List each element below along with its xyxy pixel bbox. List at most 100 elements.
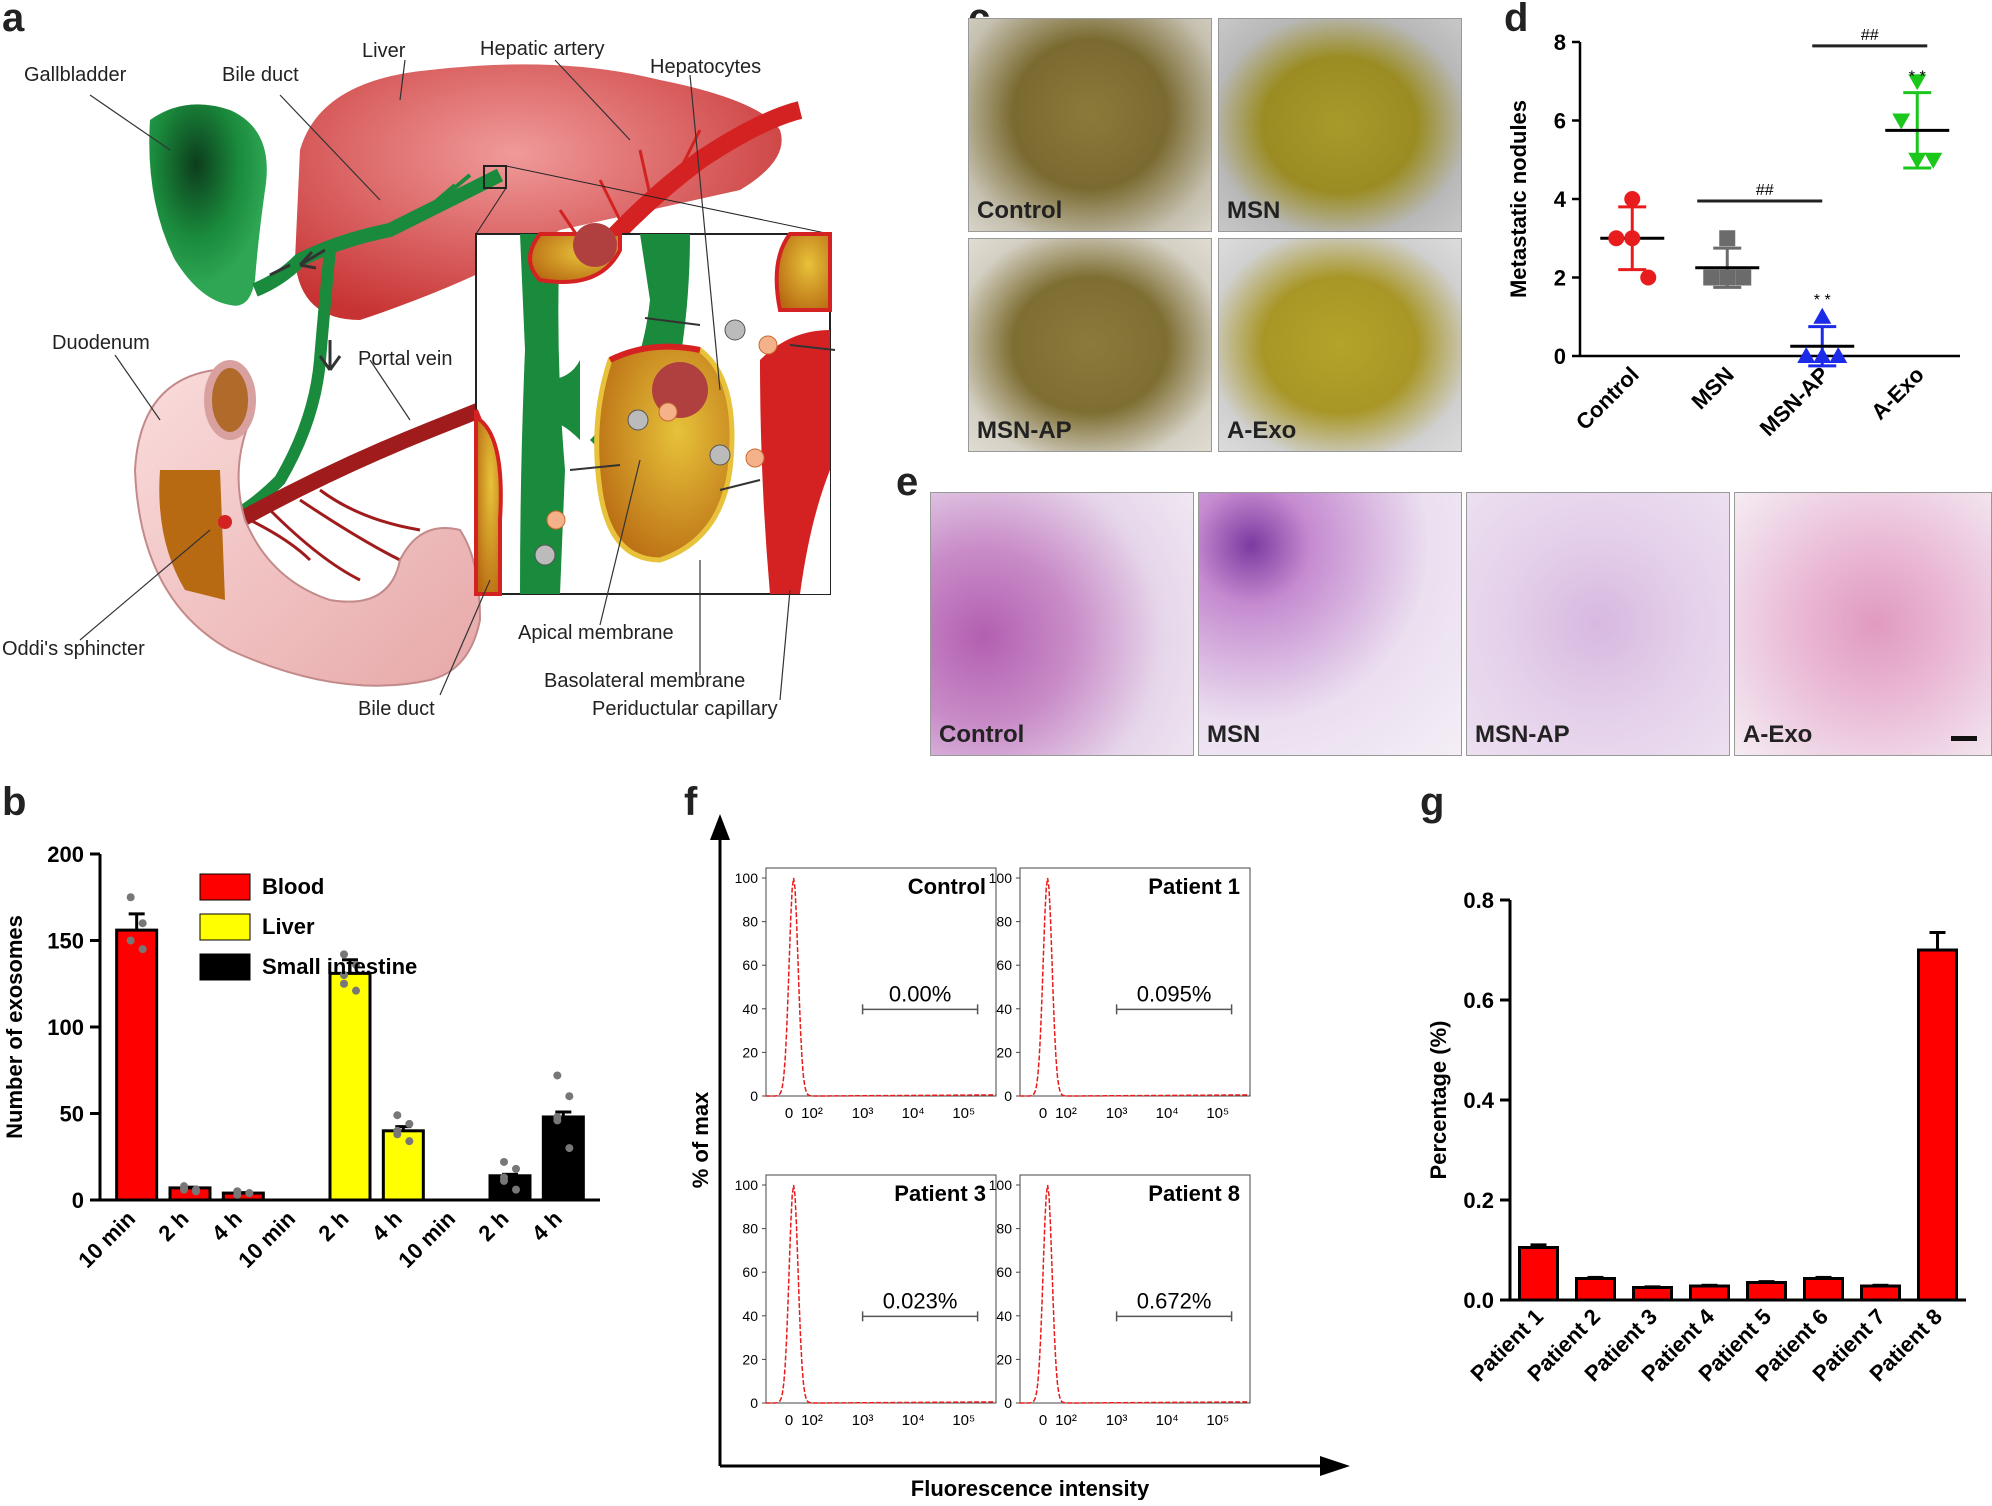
- x-tick-label: 2 h: [473, 1206, 513, 1246]
- y-tick-label: 80: [742, 914, 758, 930]
- y-tick-label: 0.8: [1463, 888, 1494, 913]
- panel-letter-b: b: [2, 780, 27, 824]
- x-tick-label: MSN-AP: [1755, 362, 1834, 441]
- histology-label: MSN-AP: [1475, 721, 1570, 748]
- data-point: [1829, 347, 1848, 363]
- label-apical-membrane: Apical membrane: [518, 622, 674, 644]
- legend-swatch: [199, 953, 251, 981]
- x-tick-label: 10⁵: [952, 1412, 975, 1429]
- legend-label: Blood: [262, 874, 324, 899]
- bar: [168, 1186, 212, 1202]
- label-oddis-sphincter: Oddi's sphincter: [2, 638, 145, 660]
- x-tick-label: 10 min: [73, 1206, 140, 1273]
- x-tick-label: 10³: [852, 1105, 874, 1122]
- gate-percentage: 0.023%: [883, 1288, 958, 1313]
- data-point: [352, 960, 360, 969]
- x-tick-label: 0: [1039, 1105, 1047, 1122]
- photo-label: MSN: [1227, 197, 1281, 224]
- data-point: [1892, 113, 1911, 130]
- data-point: [1624, 191, 1641, 207]
- gallbladder-shape: [149, 104, 267, 306]
- histogram-subplot: 0 20 40 60 80 100 0 10² 10³ 10⁴ 10⁵ Control 0.00%: [735, 867, 997, 1122]
- data-point: [512, 1185, 520, 1194]
- x-tick-label: 10⁴: [1156, 1105, 1179, 1122]
- y-tick-label: 80: [996, 914, 1012, 930]
- x-tick-label: 10⁵: [952, 1105, 975, 1122]
- y-tick-label: 100: [989, 1177, 1013, 1193]
- histogram-subplot: 0 20 40 60 80 100 0 10² 10³ 10⁴ 10⁵ Patient 8 0.672%: [989, 1174, 1251, 1429]
- data-point: [352, 986, 360, 995]
- photo-label: Control: [977, 197, 1063, 224]
- bar: [1860, 1284, 1901, 1302]
- bar: [1689, 1284, 1730, 1302]
- y-axis-label: Percentage (%): [1426, 1021, 1451, 1180]
- x-tick-label: 4 h: [527, 1206, 567, 1246]
- y-tick-label: 4: [1554, 187, 1567, 212]
- bar: [115, 928, 159, 1202]
- panel-letter-a: a: [2, 0, 25, 40]
- data-point: [1719, 230, 1736, 247]
- data-point: [138, 919, 147, 928]
- y-tick-label: 20: [996, 1351, 1012, 1367]
- x-tick-label: A-Exo: [1866, 362, 1929, 425]
- label-periductular-capillary: Periductular capillary: [592, 698, 778, 720]
- data-point: [565, 1092, 574, 1101]
- subplot-frame: [1019, 867, 1251, 1097]
- x-tick-label: 10⁴: [902, 1105, 925, 1122]
- y-tick-label: 60: [996, 957, 1012, 973]
- label-basolateral-membrane: Basolateral membrane: [544, 670, 746, 692]
- photo-label: MSN-AP: [977, 417, 1072, 444]
- sig-label: ##: [1756, 182, 1774, 199]
- data-point: [1813, 347, 1832, 363]
- data-point: [553, 1112, 562, 1121]
- data-point: [500, 1173, 508, 1182]
- y-tick-label: 0: [1004, 1088, 1012, 1104]
- panel-letter-d: d: [1504, 0, 1529, 40]
- bar: [541, 1115, 585, 1202]
- photo-msn: MSN: [1218, 18, 1462, 232]
- chart-exosome-distribution: 0 50 100 150 200 Number of exosomes 10 min 2 h 4…: [2, 842, 600, 1273]
- data-point: [233, 1187, 242, 1196]
- scale-bar: [1951, 736, 1977, 741]
- data-point: [512, 1164, 520, 1173]
- bar: [1632, 1286, 1673, 1302]
- x-axis-label: Fluorescence intensity: [911, 1476, 1150, 1500]
- data-point: [393, 1111, 402, 1120]
- histology-a-exo: A-Exo: [1734, 492, 1992, 756]
- x-tick-label: 10⁵: [1206, 1105, 1229, 1122]
- sig-label: ##: [1861, 27, 1879, 44]
- y-tick-label: 200: [47, 842, 84, 867]
- data-point: [1735, 269, 1752, 286]
- x-tick-label: 0: [1039, 1412, 1047, 1429]
- bar: [381, 1129, 425, 1202]
- y-tick-label: 0.4: [1463, 1088, 1494, 1113]
- y-tick-label: 60: [742, 1264, 758, 1280]
- data-point: [192, 1187, 200, 1196]
- data-point: [1908, 74, 1927, 91]
- x-tick-label: 10²: [801, 1412, 823, 1429]
- data-point: [1624, 230, 1641, 247]
- duodenum-shape: [133, 368, 482, 687]
- panel-letter-e: e: [896, 460, 919, 504]
- subplot-title: Patient 3: [894, 1181, 986, 1206]
- histology-control: Control: [930, 492, 1194, 756]
- data-point: [340, 971, 348, 980]
- y-tick-label: 0: [1004, 1395, 1012, 1411]
- y-tick-label: 50: [60, 1102, 84, 1127]
- data-point: [553, 1071, 562, 1080]
- x-tick-label: MSN: [1687, 362, 1739, 414]
- data-point: [405, 1137, 414, 1146]
- bar: [488, 1174, 532, 1202]
- subplot-frame: [765, 1174, 997, 1404]
- y-tick-label: 0: [750, 1088, 758, 1104]
- subplot-frame: [1019, 1174, 1251, 1404]
- x-tick-label: 10²: [1055, 1105, 1077, 1122]
- data-point: [340, 950, 348, 959]
- gate-percentage: 0.672%: [1137, 1288, 1212, 1313]
- y-tick-label: 6: [1554, 109, 1566, 134]
- label-liver: Liver: [362, 40, 406, 62]
- y-tick-label: 100: [735, 870, 759, 886]
- histogram-line: [765, 877, 997, 1097]
- data-point: [393, 1126, 402, 1135]
- photo-a-exo: A-Exo: [1218, 238, 1462, 452]
